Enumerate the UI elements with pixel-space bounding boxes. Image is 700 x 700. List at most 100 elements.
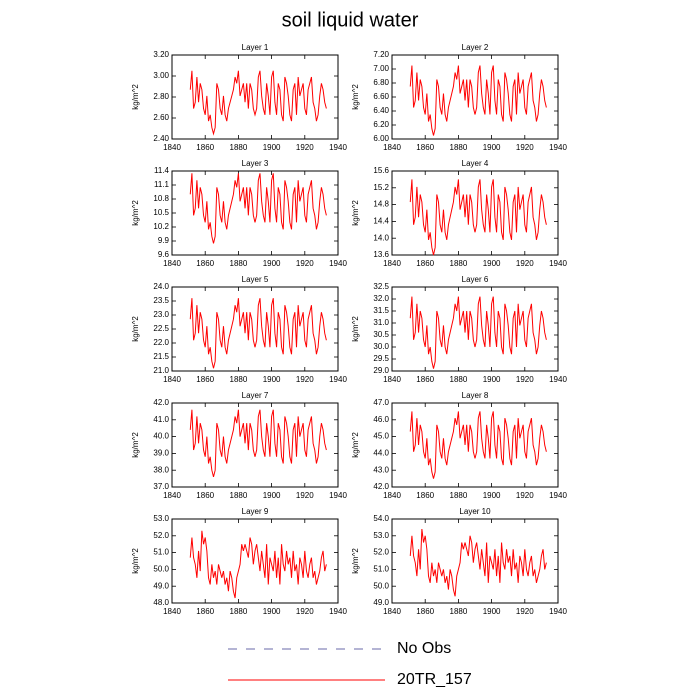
y-tick-label: 30.5: [373, 330, 389, 339]
y-tick-label: 14.4: [373, 217, 389, 226]
y-tick-label: 30.0: [373, 342, 389, 351]
x-tick-label: 1900: [483, 143, 501, 152]
x-tick-label: 1940: [549, 143, 567, 152]
y-tick-label: 31.0: [373, 318, 389, 327]
y-tick-label: 54.0: [373, 514, 389, 523]
y-tick-label: 23.5: [153, 296, 169, 305]
panel-title: Layer 8: [462, 391, 489, 400]
x-tick-label: 1940: [329, 375, 347, 384]
x-tick-label: 1940: [549, 259, 567, 268]
x-tick-label: 1860: [196, 607, 214, 616]
y-tick-label: 52.0: [153, 531, 169, 540]
data-line: [189, 173, 327, 244]
x-tick-label: 1840: [163, 491, 181, 500]
x-tick-label: 1840: [383, 375, 401, 384]
panel: Layer 2 kg/m^2 1840 1860 1880 1900 1920 1940 6.0…: [351, 43, 567, 152]
x-tick-label: 1880: [450, 143, 468, 152]
panel-title: Layer 4: [462, 159, 489, 168]
y-tick-label: 23.0: [153, 310, 169, 319]
y-tick-label: 6.00: [373, 134, 389, 143]
panel: Layer 1 kg/m^2 1840 1860 1880 1900 1920 1940 2.4…: [131, 43, 347, 152]
y-axis-label: kg/m^2: [131, 548, 140, 574]
legend-label: 20TR_157: [397, 671, 472, 688]
y-tick-label: 44.0: [373, 449, 389, 458]
x-tick-label: 1860: [196, 259, 214, 268]
y-tick-label: 22.5: [153, 324, 169, 333]
y-tick-label: 43.0: [373, 465, 389, 474]
x-tick-label: 1920: [516, 607, 534, 616]
plot-frame: [391, 170, 559, 256]
x-tick-label: 1940: [329, 491, 347, 500]
y-tick-label: 3.00: [153, 71, 169, 80]
x-tick-label: 1900: [263, 375, 281, 384]
y-tick-label: 21.0: [153, 366, 169, 375]
y-axis-label: kg/m^2: [351, 84, 360, 110]
panel-title: Layer 3: [242, 159, 269, 168]
plot-frame: [171, 518, 339, 604]
x-tick-label: 1920: [296, 259, 314, 268]
panel: Layer 8 kg/m^2 1840 1860 1880 1900 1920 1940 42.…: [351, 391, 567, 500]
y-tick-label: 29.0: [373, 366, 389, 375]
y-tick-label: 9.9: [158, 236, 170, 245]
y-axis-label: kg/m^2: [351, 432, 360, 458]
y-tick-label: 21.5: [153, 352, 169, 361]
y-tick-label: 52.0: [373, 548, 389, 557]
y-tick-label: 2.60: [153, 113, 169, 122]
x-tick-label: 1880: [230, 607, 248, 616]
x-tick-label: 1840: [383, 491, 401, 500]
y-tick-label: 46.0: [373, 415, 389, 424]
y-axis-label: kg/m^2: [131, 432, 140, 458]
data-line: [409, 411, 547, 479]
data-line: [409, 296, 547, 369]
y-tick-label: 14.0: [373, 233, 389, 242]
y-tick-label: 31.5: [373, 306, 389, 315]
x-tick-label: 1920: [296, 375, 314, 384]
y-axis-label: kg/m^2: [131, 84, 140, 110]
y-tick-label: 11.1: [154, 180, 170, 189]
data-line: [189, 298, 327, 369]
y-tick-label: 6.40: [373, 106, 389, 115]
y-tick-label: 6.20: [373, 120, 389, 129]
x-tick-label: 1880: [450, 607, 468, 616]
x-tick-label: 1940: [329, 259, 347, 268]
panel: Layer 6 kg/m^2 1840 1860 1880 1900 1920 1940 29.…: [351, 275, 567, 384]
data-line: [409, 179, 547, 256]
x-tick-label: 1880: [450, 491, 468, 500]
y-tick-label: 14.8: [373, 200, 389, 209]
panel: Layer 10 kg/m^2 1840 1860 1880 1900 1920 1940 49…: [351, 507, 567, 616]
y-tick-label: 32.0: [373, 294, 389, 303]
main-title: soil liquid water: [282, 9, 419, 31]
x-tick-label: 1920: [296, 143, 314, 152]
y-tick-label: 42.0: [373, 482, 389, 491]
x-tick-label: 1880: [230, 259, 248, 268]
x-tick-label: 1920: [516, 375, 534, 384]
panel-title: Layer 2: [462, 43, 489, 52]
x-tick-label: 1900: [483, 607, 501, 616]
y-tick-label: 7.20: [373, 50, 389, 59]
x-tick-label: 1900: [483, 259, 501, 268]
y-tick-label: 51.0: [153, 548, 169, 557]
data-line: [409, 65, 547, 136]
x-tick-label: 1880: [230, 143, 248, 152]
y-tick-label: 10.5: [153, 208, 169, 217]
x-tick-label: 1860: [196, 375, 214, 384]
y-axis-label: kg/m^2: [351, 200, 360, 226]
x-tick-label: 1920: [296, 491, 314, 500]
panel-title: Layer 1: [242, 43, 269, 52]
y-tick-label: 10.2: [153, 222, 169, 231]
y-tick-label: 22.0: [153, 338, 169, 347]
y-tick-label: 15.2: [373, 183, 389, 192]
x-tick-label: 1840: [163, 259, 181, 268]
x-tick-label: 1880: [230, 491, 248, 500]
x-tick-label: 1940: [549, 375, 567, 384]
y-axis-label: kg/m^2: [351, 316, 360, 342]
x-tick-label: 1860: [416, 375, 434, 384]
y-tick-label: 2.80: [153, 92, 169, 101]
panel: Layer 9 kg/m^2 1840 1860 1880 1900 1920 1940 48.…: [131, 507, 347, 616]
panel-title: Layer 9: [242, 507, 269, 516]
x-tick-label: 1840: [383, 143, 401, 152]
y-tick-label: 41.0: [153, 415, 169, 424]
y-tick-label: 50.0: [153, 565, 169, 574]
x-tick-label: 1840: [163, 143, 181, 152]
data-line: [189, 409, 327, 478]
